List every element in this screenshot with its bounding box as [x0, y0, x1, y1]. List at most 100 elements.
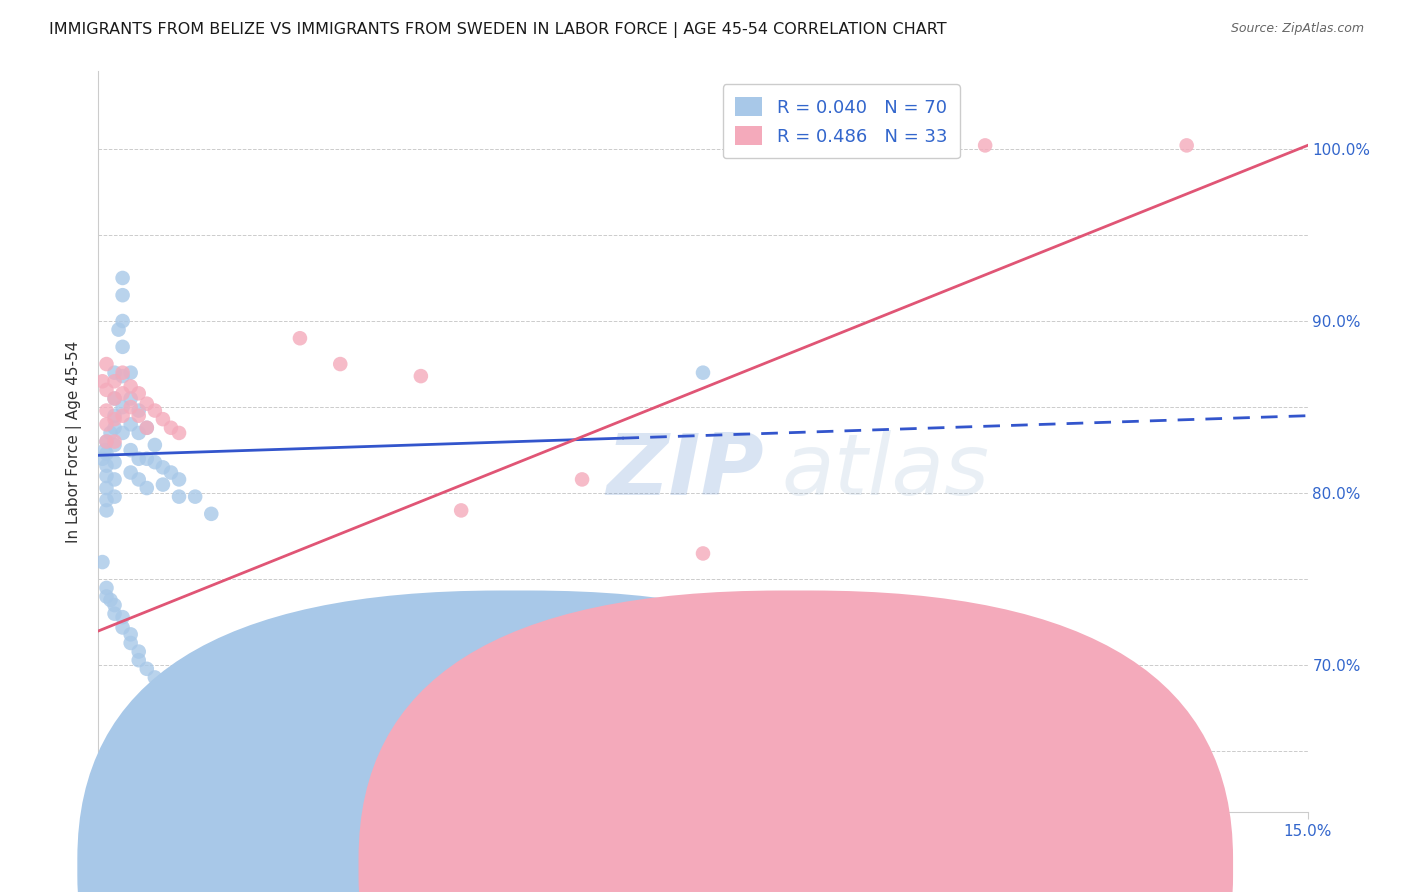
Point [128, 409, 150, 423]
Point [135, 397, 157, 411]
Point [160, 466, 183, 480]
Point [103, 392, 125, 406]
Point [100, 425, 122, 440]
Point [128, 472, 150, 486]
Point [167, 490, 190, 504]
Point [143, 455, 166, 469]
Point [103, 455, 125, 469]
Text: Immigrants from Belize: Immigrants from Belize [538, 860, 717, 874]
Point [103, 412, 125, 426]
Point [450, 632, 472, 647]
Point [571, 472, 593, 486]
Point [96, 434, 118, 449]
Point [288, 331, 311, 345]
Point [152, 679, 174, 693]
Point [103, 438, 125, 452]
Point [370, 641, 392, 656]
Point [91, 451, 114, 466]
Text: IMMIGRANTS FROM BELIZE VS IMMIGRANTS FROM SWEDEN IN LABOR FORCE | AGE 45-54 CORR: IMMIGRANTS FROM BELIZE VS IMMIGRANTS FRO… [49, 22, 946, 38]
Point [692, 546, 714, 560]
Point [107, 323, 129, 337]
Point [128, 653, 150, 667]
Point [128, 451, 150, 466]
Point [111, 366, 134, 380]
Text: Source: ZipAtlas.com: Source: ZipAtlas.com [1230, 22, 1364, 36]
Text: atlas: atlas [782, 430, 990, 513]
Point [103, 472, 125, 486]
Point [103, 607, 125, 621]
Point [167, 472, 190, 486]
Point [893, 138, 915, 153]
Point [96, 383, 118, 397]
Point [96, 590, 118, 604]
Point [96, 447, 118, 461]
Point [143, 438, 166, 452]
Point [91, 374, 114, 388]
Point [103, 434, 125, 449]
Point [450, 503, 472, 517]
Point [91, 555, 114, 569]
Point [176, 705, 198, 719]
Point [96, 469, 118, 483]
Point [120, 443, 142, 458]
Point [135, 421, 157, 435]
Point [111, 288, 134, 302]
Point [96, 581, 118, 595]
Point [103, 490, 125, 504]
Point [135, 662, 157, 676]
Point [96, 788, 118, 802]
Point [94, 443, 117, 458]
Point [111, 386, 134, 401]
Point [152, 477, 174, 491]
Point [103, 374, 125, 388]
Point [128, 644, 150, 658]
Point [120, 379, 142, 393]
Point [111, 425, 134, 440]
Point [692, 366, 714, 380]
Point [530, 693, 553, 707]
Point [143, 403, 166, 417]
Point [111, 314, 134, 328]
Point [200, 507, 222, 521]
Point [152, 412, 174, 426]
Point [1175, 138, 1198, 153]
Point [96, 417, 118, 432]
Point [111, 271, 134, 285]
Point [193, 722, 215, 736]
Point [96, 357, 118, 371]
Point [120, 466, 142, 480]
Point [120, 417, 142, 432]
Point [111, 610, 134, 624]
Point [111, 409, 134, 423]
Point [120, 636, 142, 650]
Point [135, 421, 157, 435]
Point [111, 369, 134, 384]
Point [120, 627, 142, 641]
Point [100, 593, 122, 607]
Point [96, 434, 118, 449]
Point [135, 481, 157, 495]
Point [128, 425, 150, 440]
Point [96, 493, 118, 508]
Point [96, 403, 118, 417]
Point [152, 460, 174, 475]
Point [409, 369, 432, 384]
Point [103, 366, 125, 380]
Point [813, 138, 835, 153]
Point [167, 425, 190, 440]
Point [120, 400, 142, 414]
Point [111, 400, 134, 414]
Point [167, 696, 190, 710]
Point [160, 421, 183, 435]
Point [103, 598, 125, 612]
Point [143, 670, 166, 684]
Point [103, 392, 125, 406]
Point [128, 403, 150, 417]
Point [120, 366, 142, 380]
Point [184, 490, 207, 504]
Point [329, 357, 352, 371]
Point [135, 451, 157, 466]
Point [111, 340, 134, 354]
Point [96, 503, 118, 517]
Point [103, 409, 125, 423]
